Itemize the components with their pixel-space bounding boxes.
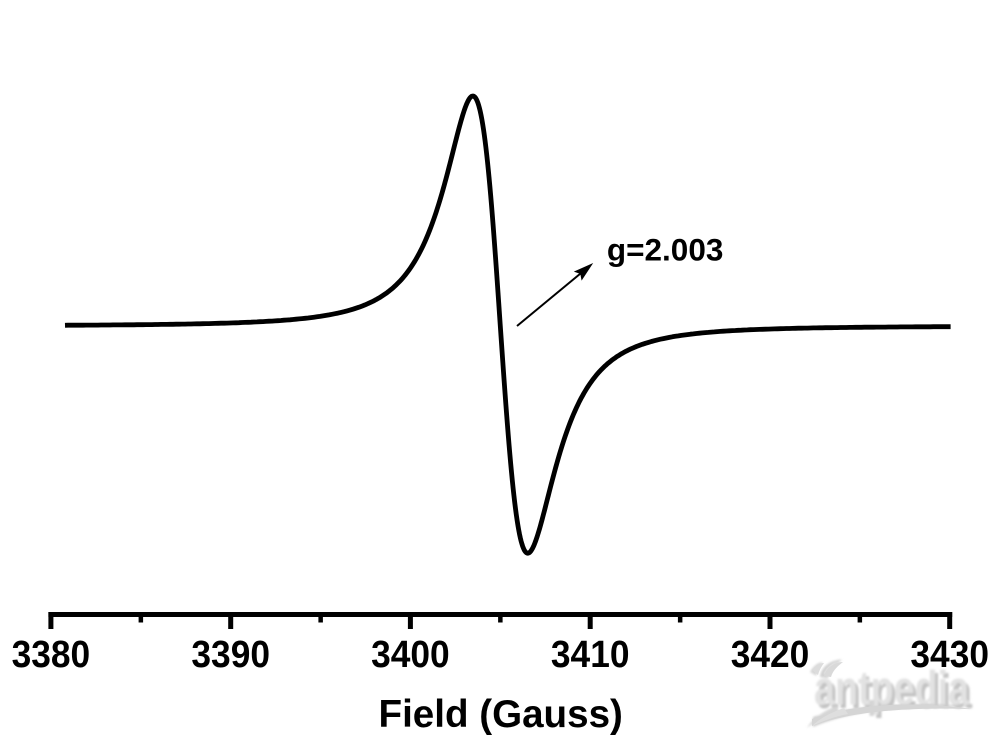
- svg-text:3380: 3380: [12, 633, 91, 675]
- svg-text:3420: 3420: [731, 633, 810, 675]
- svg-text:g=2.003: g=2.003: [607, 232, 723, 268]
- svg-text:Field (Gauss): Field (Gauss): [379, 693, 623, 736]
- svg-text:3390: 3390: [191, 633, 270, 675]
- svg-text:3400: 3400: [371, 633, 450, 675]
- svg-text:3430: 3430: [910, 633, 989, 675]
- svg-text:3410: 3410: [551, 633, 630, 675]
